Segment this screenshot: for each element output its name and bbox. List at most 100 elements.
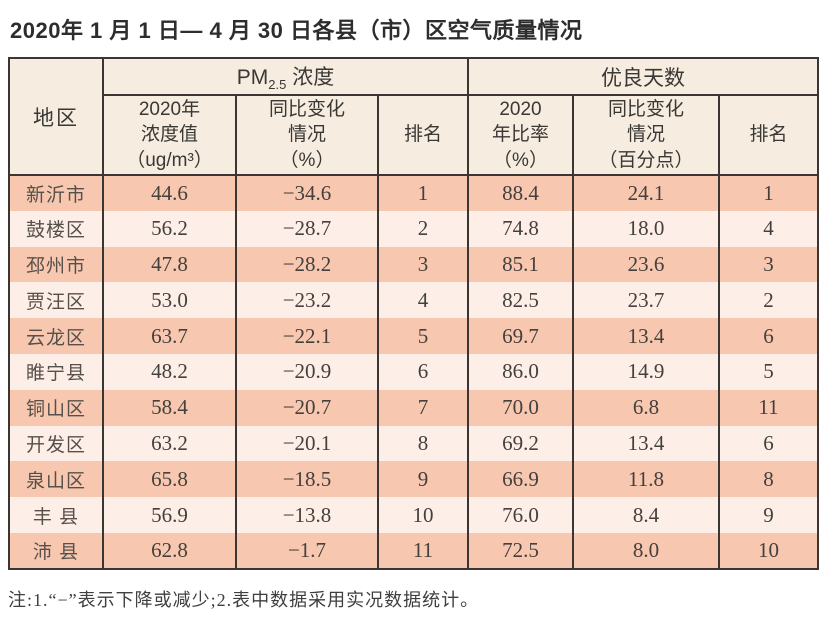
good-ratio-cell: 85.1 [467, 246, 574, 283]
region-cell: 开发区 [8, 425, 104, 462]
pm-rank-cell: 10 [377, 497, 469, 533]
good-ratio-cell: 86.0 [467, 353, 574, 390]
good-rank-cell: 6 [717, 318, 820, 354]
pm-change-cell: −20.9 [235, 353, 379, 390]
pm-value-cell: 44.6 [102, 175, 237, 211]
table-row: 邳州市 47.8 −28.2 3 85.1 23.6 3 [8, 246, 820, 283]
pm-change-cell: −23.2 [235, 282, 379, 319]
pm-value-cell: 56.2 [102, 210, 237, 247]
region-cell: 新沂市 [8, 175, 104, 211]
good-ratio-cell: 69.7 [467, 318, 574, 354]
pm-value-cell: 62.8 [102, 532, 237, 569]
pm-value-cell: 56.9 [102, 497, 237, 533]
table-header: 地区 PM2.5 浓度 优良天数 2020年 浓度值 （ug/m³） 同比变化 … [8, 58, 820, 176]
pm25-suffix: 浓度 [286, 65, 335, 89]
good-ratio-cell: 74.8 [467, 210, 574, 247]
table-body: 新沂市 44.6 −34.6 1 88.4 24.1 1 鼓楼区 56.2 −2… [8, 175, 820, 569]
good-rank-cell: 9 [717, 497, 820, 533]
good-ratio-cell: 72.5 [467, 532, 574, 569]
good-change-cell: 6.8 [572, 389, 720, 426]
pm25-prefix: PM [236, 65, 269, 89]
good-change-cell: 14.9 [572, 353, 720, 390]
good-rank-cell: 5 [717, 353, 820, 390]
header-group-row: 地区 PM2.5 浓度 优良天数 [8, 58, 820, 176]
table-row: 铜山区 58.4 −20.7 7 70.0 6.8 11 [8, 389, 820, 426]
table-row: 沛 县 62.8 −1.7 11 72.5 8.0 10 [8, 532, 820, 569]
pm-change-cell: −13.8 [235, 497, 379, 533]
footnote: 注:1.“−”表示下降或减少;2.表中数据采用实况数据统计。 [8, 589, 480, 610]
pm-value-cell: 65.8 [102, 461, 237, 498]
good-rank-cell: 10 [717, 532, 820, 569]
pm-rank-cell: 5 [377, 318, 469, 354]
pm-value-cell: 63.2 [102, 425, 237, 462]
good-ratio-cell: 82.5 [467, 282, 574, 319]
col-header-pm-change: 同比变化 情况 （%） [235, 95, 379, 176]
pm-rank-cell: 2 [377, 210, 469, 247]
pm-change-cell: −28.2 [235, 246, 379, 283]
good-ratio-cell: 70.0 [467, 389, 574, 426]
pm-rank-cell: 1 [377, 175, 469, 211]
col-header-good-ratio: 2020 年比率 （%） [467, 95, 574, 176]
pm-rank-cell: 4 [377, 282, 469, 319]
good-rank-cell: 6 [717, 425, 820, 462]
pm-rank-cell: 8 [377, 425, 469, 462]
region-cell: 云龙区 [8, 318, 104, 354]
region-cell: 邳州市 [8, 246, 104, 283]
good-ratio-cell: 69.2 [467, 425, 574, 462]
good-change-cell: 24.1 [572, 175, 720, 211]
good-change-cell: 13.4 [572, 318, 720, 354]
page-title: 2020年 1 月 1 日— 4 月 30 日各县（市）区空气质量情况 [10, 18, 583, 43]
good-change-cell: 23.6 [572, 246, 720, 283]
good-ratio-cell: 88.4 [467, 175, 574, 211]
region-cell: 铜山区 [8, 389, 104, 426]
good-ratio-cell: 66.9 [467, 461, 574, 498]
pm-rank-cell: 9 [377, 461, 469, 498]
pm-change-cell: −22.1 [235, 318, 379, 354]
region-cell: 睢宁县 [8, 353, 104, 390]
region-cell: 鼓楼区 [8, 210, 104, 247]
table-row: 开发区 63.2 −20.1 8 69.2 13.4 6 [8, 425, 820, 462]
pm-rank-cell: 11 [377, 532, 469, 569]
region-cell: 贾汪区 [8, 282, 104, 319]
good-ratio-cell: 76.0 [467, 497, 574, 533]
good-change-cell: 8.4 [572, 497, 720, 533]
good-rank-cell: 1 [717, 175, 820, 211]
pm-rank-cell: 3 [377, 246, 469, 283]
region-cell: 沛 县 [8, 532, 104, 569]
table-row: 泉山区 65.8 −18.5 9 66.9 11.8 8 [8, 461, 820, 498]
pm-change-cell: −20.1 [235, 425, 379, 462]
good-change-cell: 11.8 [572, 461, 720, 498]
pm-rank-cell: 6 [377, 353, 469, 390]
good-rank-cell: 8 [717, 461, 820, 498]
good-change-cell: 18.0 [572, 210, 720, 247]
pm-value-cell: 63.7 [102, 318, 237, 354]
pm-change-cell: −18.5 [235, 461, 379, 498]
good-rank-cell: 3 [717, 246, 820, 283]
col-header-good-rank: 排名 [717, 95, 820, 176]
pm-change-cell: −1.7 [235, 532, 379, 569]
col-header-good-change: 同比变化 情况 （百分点） [572, 95, 720, 176]
col-group-good-days: 优良天数 [466, 58, 820, 96]
region-cell: 泉山区 [8, 461, 104, 498]
table-row: 丰 县 56.9 −13.8 10 76.0 8.4 9 [8, 497, 820, 533]
air-quality-table: 地区 PM2.5 浓度 优良天数 2020年 浓度值 （ug/m³） 同比变化 … [8, 57, 820, 570]
table-row: 新沂市 44.6 −34.6 1 88.4 24.1 1 [8, 175, 820, 211]
table-row: 贾汪区 53.0 −23.2 4 82.5 23.7 2 [8, 282, 820, 319]
good-change-cell: 23.7 [572, 282, 720, 319]
table-row: 云龙区 63.7 −22.1 5 69.7 13.4 6 [8, 318, 820, 354]
good-change-cell: 8.0 [572, 532, 720, 569]
pm-change-cell: −20.7 [235, 389, 379, 426]
region-cell: 丰 县 [8, 497, 104, 533]
pm-value-cell: 53.0 [102, 282, 237, 319]
col-group-pm25: PM2.5 浓度 [102, 58, 469, 96]
good-rank-cell: 2 [717, 282, 820, 319]
col-header-pm-rank: 排名 [377, 95, 469, 176]
pm-value-cell: 48.2 [102, 353, 237, 390]
pm25-subscript: 2.5 [268, 77, 287, 93]
table-row: 睢宁县 48.2 −20.9 6 86.0 14.9 5 [8, 353, 820, 390]
good-rank-cell: 11 [717, 389, 820, 426]
pm-change-cell: −28.7 [235, 210, 379, 247]
good-rank-cell: 4 [717, 210, 820, 247]
pm-value-cell: 47.8 [102, 246, 237, 283]
